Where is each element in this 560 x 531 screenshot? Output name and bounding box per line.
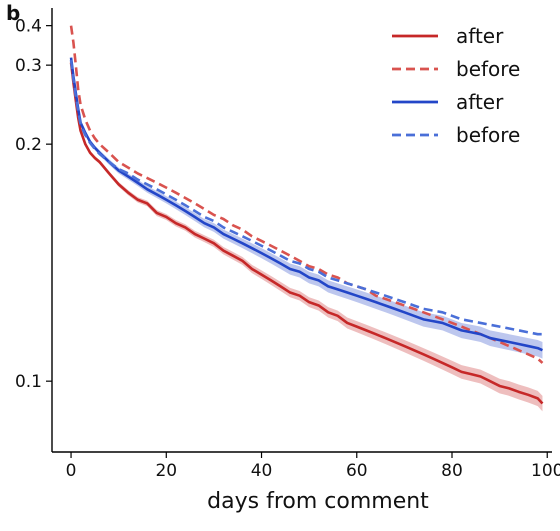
x-tick-label: 60 [346,461,368,481]
axes [51,8,552,453]
x-axis-label: days from comment [207,489,429,514]
y-tick-label: 0.1 [15,372,42,392]
y-tick-label: 0.2 [15,135,42,155]
legend-label: before [456,123,520,147]
legend-label: after [456,24,504,48]
x-tick-label: 100 [531,461,560,481]
series-line [69,59,543,336]
legend: after before after before [392,24,520,147]
series-lines [69,25,544,405]
legend-label: after [456,90,504,114]
y-tick-label: 0.3 [15,56,42,76]
series-line [69,62,544,405]
series-band [71,61,543,412]
panel-label: b [6,1,20,25]
x-tick-label: 40 [251,461,273,481]
series-line [69,25,544,364]
x-tick-label: 80 [441,461,463,481]
y-tick-label: 0.4 [15,17,42,37]
x-tick-label: 20 [155,461,177,481]
x-tick-label: 0 [66,461,77,481]
legend-label: before [456,57,520,81]
ticks: 0 20 40 60 80 100 0.1 0.2 0.3 0.4 [15,17,560,481]
